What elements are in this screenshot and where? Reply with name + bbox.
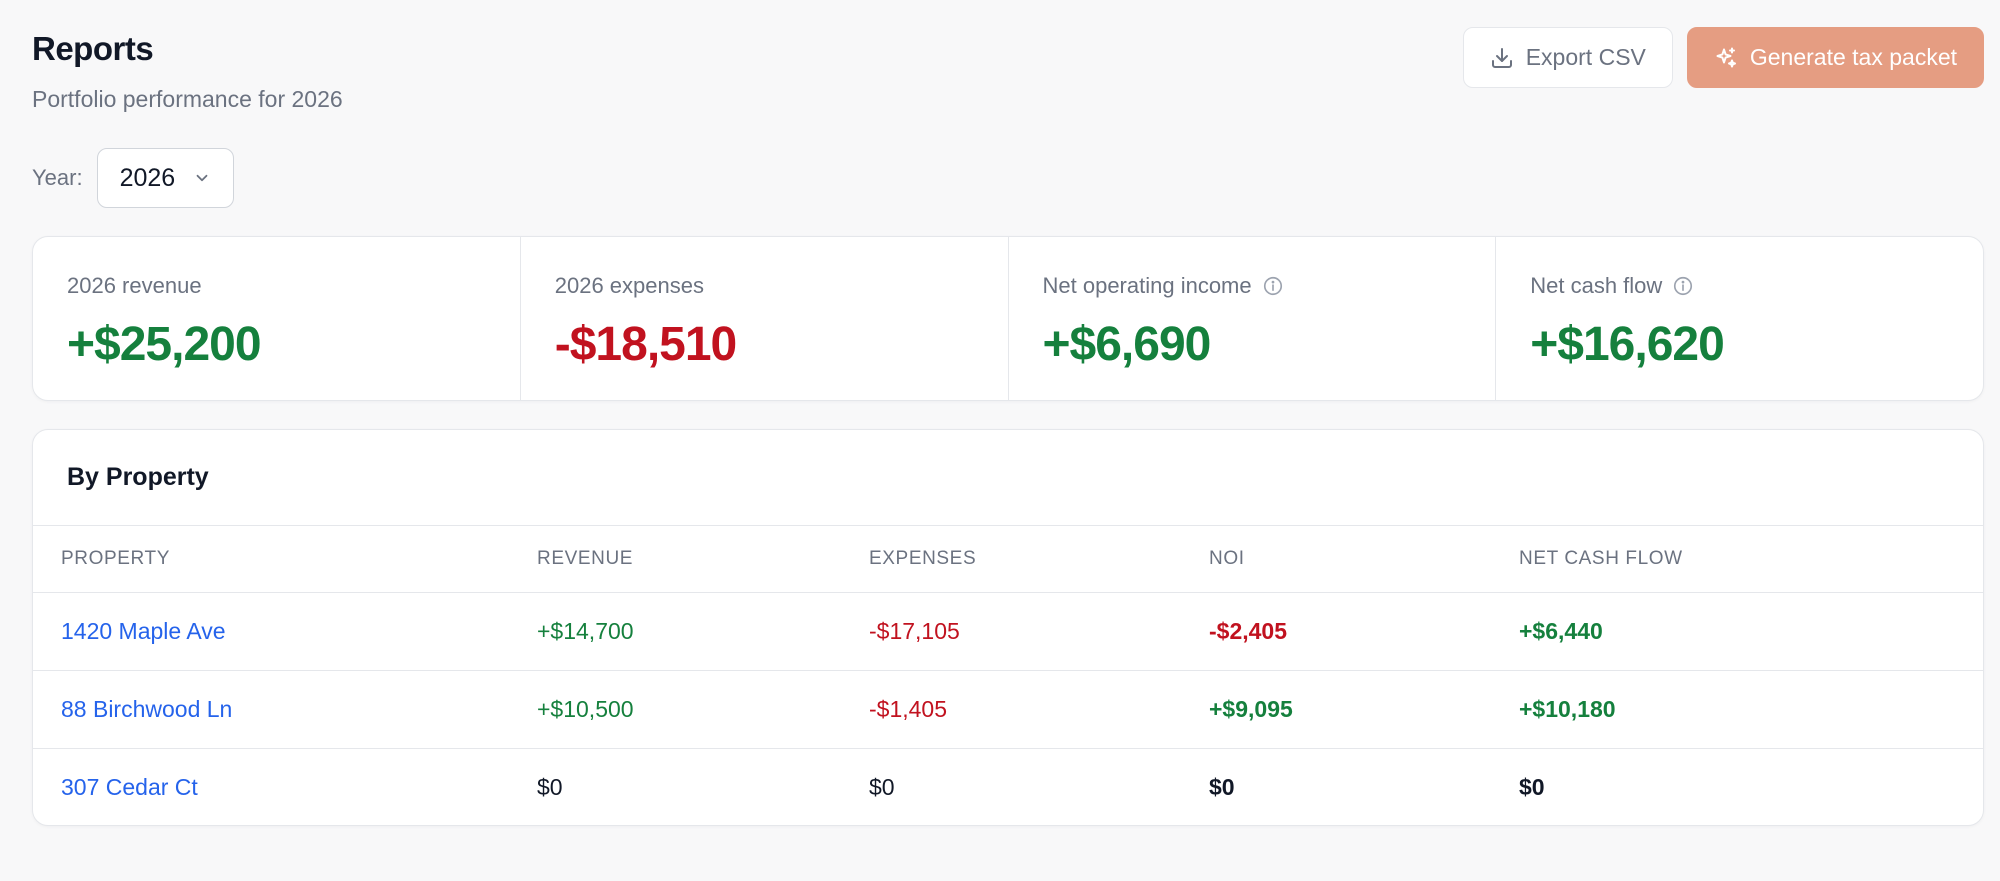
info-icon[interactable]	[1672, 275, 1694, 297]
table-row: 307 Cedar Ct $0 $0 $0 $0	[33, 748, 1983, 825]
stat-label-text: Net cash flow	[1530, 273, 1663, 298]
by-property-table: PROPERTY REVENUE EXPENSES NOI NET CASH F…	[33, 526, 1983, 825]
expenses-cell: $0	[869, 773, 895, 800]
noi-cell: $0	[1209, 773, 1235, 800]
column-header-revenue: REVENUE	[537, 526, 869, 593]
stat-label: Net cash flow	[1530, 273, 1949, 299]
year-label: Year:	[32, 165, 83, 190]
stat-label: 2026 revenue	[67, 273, 486, 299]
column-header-net-cash-flow: NET CASH FLOW	[1519, 526, 1983, 593]
export-csv-label: Export CSV	[1525, 44, 1646, 70]
stat-label-text: 2026 expenses	[554, 273, 704, 298]
expenses-cell: -$1,405	[869, 670, 1209, 749]
stat-label: 2026 expenses	[555, 273, 974, 299]
stat-label-text: Net operating income	[1042, 273, 1252, 298]
year-filter: Year: 2026	[32, 148, 235, 208]
stat-value: +$16,620	[1530, 318, 1725, 371]
property-link[interactable]: 1420 Maple Ave	[61, 617, 226, 644]
table-row: 88 Birchwood Ln +$10,500 -$1,405 +$9,095…	[33, 670, 1983, 749]
property-cell: 307 Cedar Ct	[33, 748, 537, 825]
stat-value: +$6,690	[1042, 318, 1212, 371]
property-link[interactable]: 307 Cedar Ct	[61, 773, 198, 800]
net-cash-flow-cell: $0	[1519, 773, 1545, 800]
revenue-cell: $0	[537, 773, 563, 800]
stat-value: -$18,510	[554, 318, 737, 371]
expenses-cell: -$17,105	[869, 592, 1209, 671]
noi-cell: +$9,095	[1209, 670, 1519, 749]
property-cell: 1420 Maple Ave	[33, 592, 537, 671]
revenue-cell: +$14,700	[537, 592, 869, 671]
table-header-row: PROPERTY REVENUE EXPENSES NOI NET CASH F…	[33, 526, 1983, 593]
generate-tax-packet-label: Generate tax packet	[1749, 44, 1957, 70]
stat-revenue: 2026 revenue +$25,200	[33, 237, 521, 400]
net-cash-flow-cell: +$6,440	[1519, 592, 1983, 671]
stat-net-operating-income: Net operating income +$6,690	[1009, 237, 1497, 400]
download-icon	[1490, 46, 1514, 70]
stat-net-cash-flow: Net cash flow +$16,620	[1496, 237, 1983, 400]
chevron-down-icon	[193, 169, 211, 187]
year-select[interactable]: 2026	[96, 148, 235, 208]
stat-label: Net operating income	[1043, 273, 1462, 299]
info-icon[interactable]	[1262, 275, 1284, 297]
stat-expenses: 2026 expenses -$18,510	[521, 237, 1009, 400]
stat-label-text: 2026 revenue	[67, 273, 202, 298]
header-actions: Export CSV Generate tax packet	[1462, 27, 1984, 88]
column-header-noi: NOI	[1209, 526, 1519, 593]
by-property-card: By Property PROPERTY REVENUE EXPENSES NO…	[32, 429, 1984, 826]
sparkles-icon	[1714, 46, 1738, 70]
page-header: Reports Portfolio performance for 2026	[32, 30, 343, 113]
export-csv-button[interactable]: Export CSV	[1462, 27, 1673, 88]
by-property-title: By Property	[33, 430, 1983, 526]
column-header-expenses: EXPENSES	[869, 526, 1209, 593]
year-select-value: 2026	[119, 163, 176, 192]
property-cell: 88 Birchwood Ln	[33, 670, 537, 749]
column-header-property: PROPERTY	[33, 526, 537, 593]
property-link[interactable]: 88 Birchwood Ln	[61, 695, 233, 722]
revenue-cell: +$10,500	[537, 670, 869, 749]
page-subtitle: Portfolio performance for 2026	[32, 86, 343, 112]
generate-tax-packet-button[interactable]: Generate tax packet	[1686, 27, 1984, 88]
table-row: 1420 Maple Ave +$14,700 -$17,105 -$2,405…	[33, 592, 1983, 671]
summary-stats: 2026 revenue +$25,200 2026 expenses -$18…	[32, 236, 1984, 401]
net-cash-flow-cell: +$10,180	[1519, 670, 1983, 749]
page-title: Reports	[32, 30, 154, 67]
noi-cell: -$2,405	[1209, 592, 1519, 671]
stat-value: +$25,200	[67, 318, 262, 371]
